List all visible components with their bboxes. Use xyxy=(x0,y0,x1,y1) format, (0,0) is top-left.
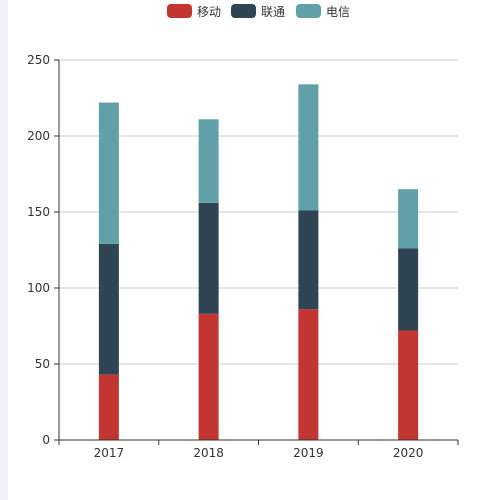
bar-2018-移动[interactable] xyxy=(198,313,219,440)
y-tick-label-3: 150 xyxy=(27,205,50,219)
bar-2017-电信[interactable] xyxy=(98,102,119,244)
y-tick-label-4: 200 xyxy=(27,129,50,143)
bar-2020-电信[interactable] xyxy=(398,189,419,249)
y-tick-label-0: 0 xyxy=(42,433,50,447)
bar-2018-联通[interactable] xyxy=(198,202,219,314)
legend-swatch-2[interactable] xyxy=(296,4,321,18)
bars xyxy=(98,84,419,440)
bar-2019-联通[interactable] xyxy=(298,210,319,310)
x-tick-label-0: 2017 xyxy=(94,446,125,460)
legend-swatch-1[interactable] xyxy=(231,4,256,18)
y-tick-label-5: 250 xyxy=(27,53,50,67)
legend-label-2[interactable]: 电信 xyxy=(326,5,350,19)
y-tick-label-2: 100 xyxy=(27,281,50,295)
x-tick-label-1: 2018 xyxy=(193,446,224,460)
bar-2020-移动[interactable] xyxy=(398,330,419,440)
legend-swatch-0[interactable] xyxy=(167,4,192,18)
bar-2019-电信[interactable] xyxy=(298,84,319,211)
bar-2019-移动[interactable] xyxy=(298,309,319,440)
legend-label-0[interactable]: 移动 xyxy=(197,5,221,19)
y-tick-label-1: 50 xyxy=(35,357,50,371)
bar-2017-移动[interactable] xyxy=(98,374,119,440)
bar-2020-联通[interactable] xyxy=(398,248,419,331)
legend-label-1[interactable]: 联通 xyxy=(261,5,285,19)
bar-2018-电信[interactable] xyxy=(198,119,219,203)
x-tick-label-3: 2020 xyxy=(393,446,424,460)
grid-lines xyxy=(59,59,458,365)
axes: 0 50 100 150 200 250 2017 2018 2019 2020 xyxy=(27,53,459,460)
x-tick-label-2: 2019 xyxy=(293,446,324,460)
legend: 移动 联通 电信 xyxy=(167,4,350,19)
bar-2017-联通[interactable] xyxy=(98,243,119,375)
